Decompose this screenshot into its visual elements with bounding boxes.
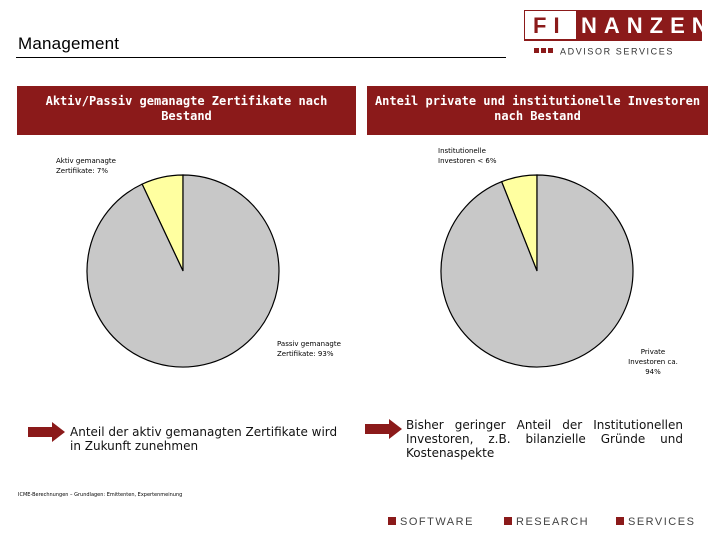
left-panel-heading: Aktiv/Passiv gemanagte Zertifikate nach … xyxy=(17,86,356,135)
svg-text:ADVISOR SERVICES: ADVISOR SERVICES xyxy=(560,47,674,57)
page-title: Management xyxy=(18,34,120,53)
source-note: ICME-Berechnungen – Grundlagen: Emittent… xyxy=(18,492,183,498)
pie-chart-left xyxy=(86,174,280,368)
finanzen-logo: FI NANZEN ADVISOR SERVICES xyxy=(524,10,702,57)
pie-0-slice-1 xyxy=(86,174,280,368)
pie-1-slice-1 xyxy=(440,174,634,368)
arrow-right-icon xyxy=(365,419,402,439)
pie-right-label-privat: Private Investoren ca. 94% xyxy=(628,348,678,376)
svg-text:FI: FI xyxy=(533,13,567,38)
right-note: Bisher geringer Anteil der Institutionel… xyxy=(406,418,683,460)
pie-left-label-passiv: Passiv gemanagte Zertifikate: 93% xyxy=(277,340,341,358)
pie-right-label-institutionell: Institutionelle Investoren < 6% xyxy=(438,147,497,165)
svg-text:NANZEN: NANZEN xyxy=(581,13,702,38)
left-note: Anteil der aktiv gemanagten Zertifikate … xyxy=(70,425,338,453)
arrow-right-icon xyxy=(28,422,65,442)
footer-item-services: SERVICES xyxy=(616,516,695,528)
footer-item-software: SOFTWARE xyxy=(388,516,474,528)
footer-bar: SOFTWARE RESEARCH SERVICES xyxy=(388,516,718,532)
footer-item-research: RESEARCH xyxy=(504,516,589,528)
pie-chart-right xyxy=(440,174,634,368)
title-underline xyxy=(16,57,506,58)
right-panel-heading: Anteil private und institutionelle Inves… xyxy=(367,86,708,135)
pie-left-label-aktiv: Aktiv gemanagte Zertifikate: 7% xyxy=(56,157,116,175)
